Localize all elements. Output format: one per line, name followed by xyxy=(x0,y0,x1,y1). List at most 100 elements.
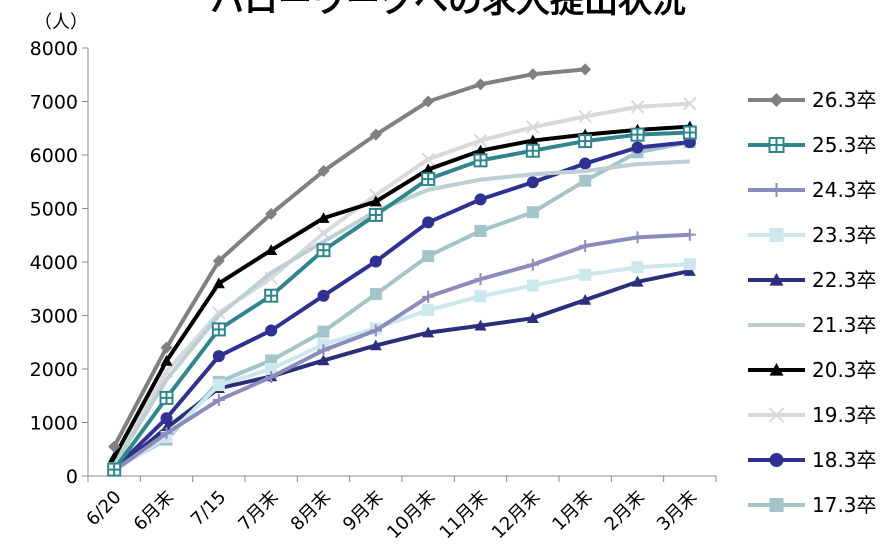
data-point xyxy=(317,354,330,366)
data-point xyxy=(474,319,487,331)
data-point xyxy=(317,289,330,302)
data-point xyxy=(631,275,644,287)
data-point-b xyxy=(578,109,592,124)
legend-item-1: 25.3卒 xyxy=(748,133,877,157)
series-line xyxy=(112,269,691,473)
series-line xyxy=(112,67,586,448)
data-point xyxy=(160,412,173,425)
data-point xyxy=(265,207,278,220)
data-point xyxy=(212,379,225,392)
legend-label: 24.3卒 xyxy=(812,178,877,202)
data-point xyxy=(108,440,121,453)
data-point xyxy=(369,195,382,207)
x-tick-label: 7/15 xyxy=(187,487,230,530)
series-line xyxy=(112,130,690,471)
data-point xyxy=(422,163,435,175)
series-line xyxy=(113,140,691,470)
series-2 xyxy=(108,228,696,477)
x-tick-label: 10月末 xyxy=(383,487,440,544)
data-point xyxy=(422,250,435,263)
data-point xyxy=(212,350,225,363)
series-line xyxy=(112,140,691,472)
legend-label: 18.3卒 xyxy=(812,448,877,472)
y-tick-label: 4000 xyxy=(30,252,78,274)
data-point xyxy=(160,354,173,366)
data-point xyxy=(265,324,278,337)
data-point xyxy=(212,277,225,289)
data-point xyxy=(474,78,487,91)
data-point-b xyxy=(473,133,488,148)
data-point xyxy=(474,193,487,206)
data-point xyxy=(631,261,644,274)
data-point-b xyxy=(526,120,540,134)
series-1 xyxy=(107,125,697,477)
legend: 26.3卒 25.3卒 24.3卒 23.3卒 22.3卒 21.3卒 20.3卒 19.3卒… xyxy=(748,88,877,517)
legend-item-0: 26.3卒 xyxy=(748,88,877,112)
y-tick-label: 6000 xyxy=(30,145,78,167)
data-point xyxy=(579,157,592,170)
legend-marker xyxy=(769,453,784,467)
x-tick-label: 6/20 xyxy=(82,487,125,530)
data-point xyxy=(474,144,487,156)
chart-title-text: ハローワークへの求人提出状況 xyxy=(210,0,686,21)
x-tick-label: 12月末 xyxy=(488,487,545,544)
data-point xyxy=(579,293,592,305)
x-tick-label: 2月末 xyxy=(601,487,649,535)
legend-item-4: 22.3卒 xyxy=(748,268,877,292)
data-point xyxy=(265,363,278,375)
data-point xyxy=(579,63,592,76)
series-group xyxy=(107,63,697,477)
data-point xyxy=(369,255,382,268)
data-point xyxy=(212,254,225,267)
data-point xyxy=(474,224,487,237)
legend-label: 21.3卒 xyxy=(812,313,877,337)
y-tick-label: 1000 xyxy=(30,413,78,435)
data-point xyxy=(422,326,435,338)
y-tick-label: 5000 xyxy=(30,199,78,221)
legend-label: 17.3卒 xyxy=(812,493,877,517)
legend-marker xyxy=(769,273,784,286)
series-line xyxy=(112,159,690,467)
data-point xyxy=(526,279,539,292)
data-point-b xyxy=(683,96,697,111)
legend-label: 26.3卒 xyxy=(812,88,877,112)
data-point xyxy=(422,216,435,229)
x-tick-label: 1月末 xyxy=(548,487,596,535)
data-point xyxy=(631,141,644,154)
legend-item-3: 23.3卒 xyxy=(748,223,877,247)
data-point xyxy=(317,325,330,338)
data-point-b xyxy=(316,226,331,240)
legend-item-5: 21.3卒 xyxy=(748,313,877,337)
y-axis-unit: （人） xyxy=(34,12,88,33)
data-point xyxy=(526,206,539,219)
y-tick-label: 8000 xyxy=(30,38,78,60)
x-tick-label: 6月末 xyxy=(130,487,178,535)
data-point-b xyxy=(630,100,645,114)
data-point xyxy=(317,212,330,223)
data-point xyxy=(265,244,278,256)
data-point xyxy=(422,95,435,108)
y-tick-label: 2000 xyxy=(30,359,78,381)
data-point xyxy=(526,312,539,323)
data-point xyxy=(526,176,539,189)
data-point-b xyxy=(369,188,383,202)
y-tick-label: 0 xyxy=(66,466,78,488)
legend-item-2: 24.3卒 xyxy=(748,178,877,202)
legend-item-7: 19.3卒 xyxy=(748,403,877,427)
data-point xyxy=(422,304,435,317)
data-point xyxy=(526,68,539,81)
data-point xyxy=(683,265,696,276)
legend-item-8: 18.3卒 xyxy=(748,448,877,472)
data-point-b xyxy=(212,306,226,320)
series-line xyxy=(113,232,690,473)
y-tick-label: 3000 xyxy=(30,306,78,328)
legend-item-9: 17.3卒 xyxy=(748,493,877,517)
data-point xyxy=(683,258,696,271)
x-tick-label: 9月末 xyxy=(339,487,387,535)
axes xyxy=(82,47,717,482)
legend-marker-b xyxy=(768,407,785,423)
data-point-b xyxy=(159,364,174,379)
data-point xyxy=(317,165,330,178)
